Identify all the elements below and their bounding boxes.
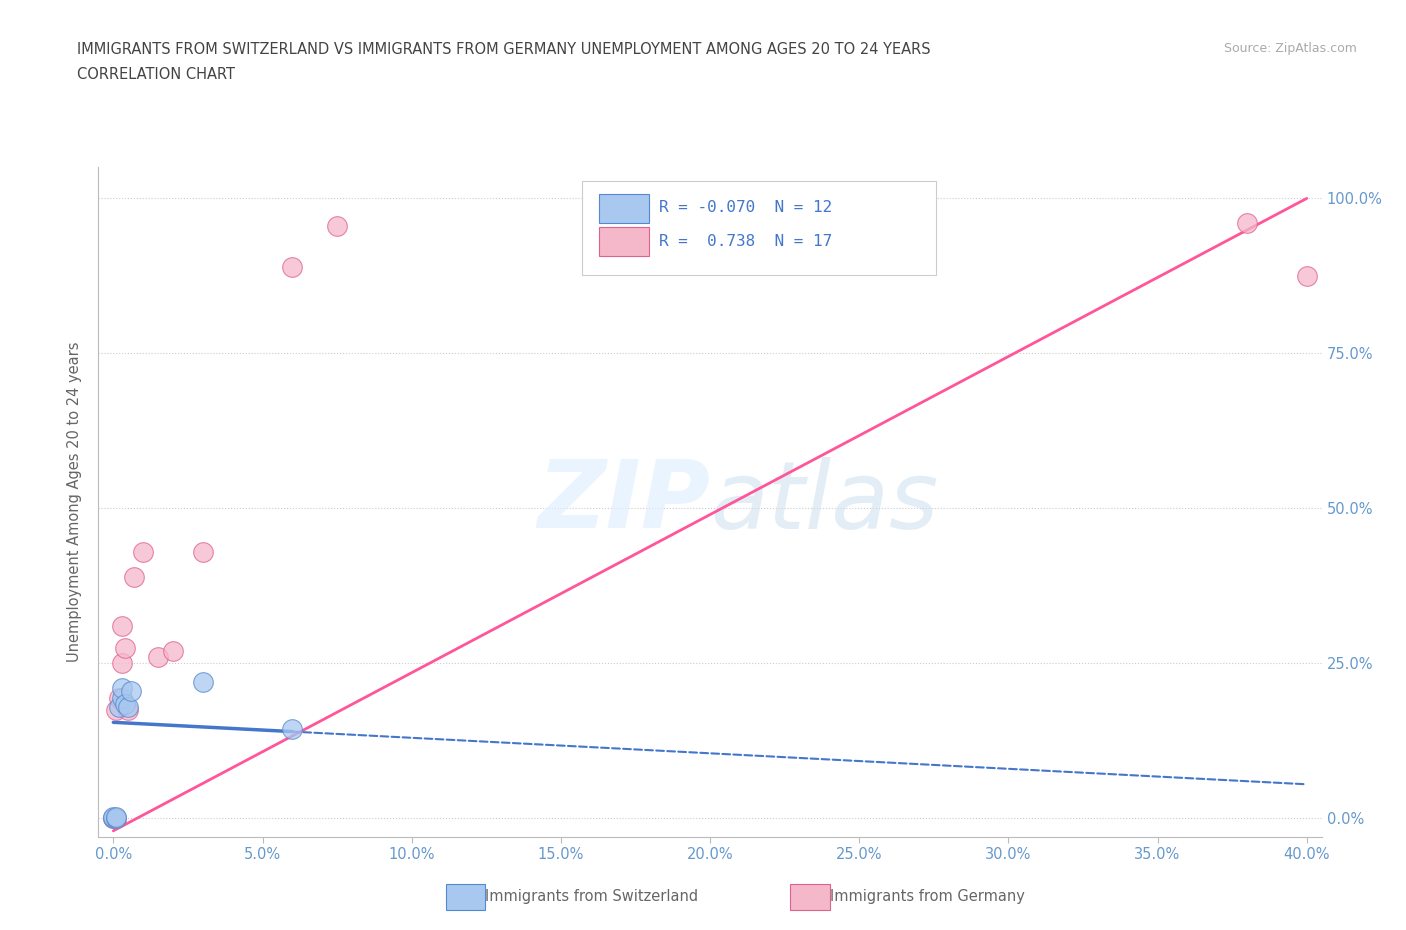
Point — [1295, 269, 1317, 284]
Text: Immigrants from Switzerland: Immigrants from Switzerland — [485, 889, 699, 904]
Point — [103, 811, 125, 826]
Text: CORRELATION CHART: CORRELATION CHART — [77, 67, 235, 82]
Point — [114, 697, 136, 711]
Text: ZIP: ZIP — [537, 457, 710, 548]
FancyBboxPatch shape — [599, 193, 650, 223]
Point — [105, 702, 128, 717]
Point — [191, 544, 214, 559]
Point — [326, 219, 349, 233]
Point — [122, 569, 145, 584]
Point — [108, 699, 131, 714]
Point — [132, 544, 155, 559]
Point — [162, 644, 184, 658]
Point — [105, 811, 128, 826]
Text: IMMIGRANTS FROM SWITZERLAND VS IMMIGRANTS FROM GERMANY UNEMPLOYMENT AMONG AGES 2: IMMIGRANTS FROM SWITZERLAND VS IMMIGRANT… — [77, 42, 931, 57]
Point — [103, 811, 125, 826]
Point — [111, 656, 134, 671]
Point — [111, 618, 134, 633]
Point — [111, 681, 134, 696]
Point — [1236, 216, 1258, 231]
Text: Source: ZipAtlas.com: Source: ZipAtlas.com — [1223, 42, 1357, 55]
FancyBboxPatch shape — [582, 180, 936, 274]
Point — [111, 690, 134, 705]
Point — [281, 721, 304, 736]
Text: Immigrants from Germany: Immigrants from Germany — [830, 889, 1025, 904]
Point — [108, 690, 131, 705]
Point — [117, 699, 139, 714]
Point — [146, 650, 169, 665]
Point — [117, 702, 139, 717]
Text: atlas: atlas — [710, 457, 938, 548]
Point — [103, 810, 125, 825]
Point — [105, 810, 128, 825]
Text: R = -0.070  N = 12: R = -0.070 N = 12 — [658, 200, 832, 215]
Point — [191, 674, 214, 689]
Text: R =  0.738  N = 17: R = 0.738 N = 17 — [658, 233, 832, 248]
Point — [114, 641, 136, 656]
FancyBboxPatch shape — [599, 227, 650, 257]
Point — [120, 684, 142, 698]
Point — [281, 259, 304, 274]
Y-axis label: Unemployment Among Ages 20 to 24 years: Unemployment Among Ages 20 to 24 years — [67, 342, 83, 662]
Point — [105, 811, 128, 826]
